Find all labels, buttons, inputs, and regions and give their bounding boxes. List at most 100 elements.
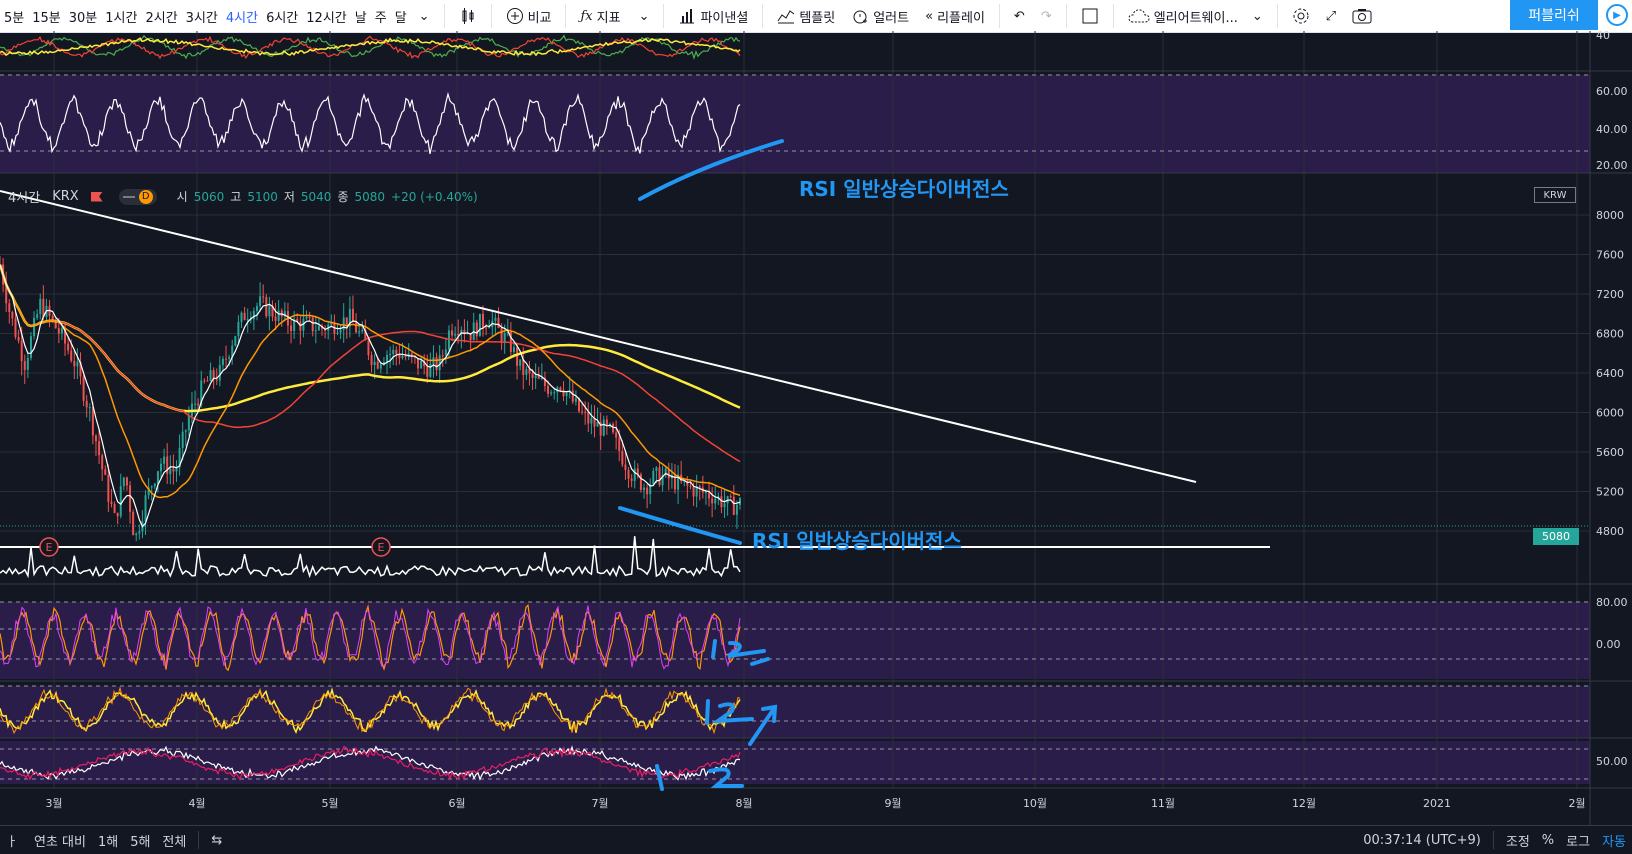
candle-body: [194, 403, 197, 405]
candle-body: [132, 511, 135, 536]
range-partial-icon[interactable]: ㅏ: [6, 834, 18, 850]
timeframe-option[interactable]: 달: [394, 10, 407, 26]
time-axis[interactable]: 3월 4월 5월 6월 7월 8월 9월 10월 11월 12월 2021 2월: [45, 797, 1585, 810]
range-option[interactable]: 연초 대비: [33, 834, 86, 850]
candle-body: [91, 407, 94, 436]
fullscreen-button[interactable]: ⤢: [1318, 9, 1344, 24]
goto-date-button[interactable]: ⇆: [205, 833, 228, 848]
range-option[interactable]: 1해: [97, 834, 119, 850]
undo-icon: ↶: [1013, 8, 1025, 24]
candle-body: [218, 365, 221, 381]
candle-body: [382, 361, 385, 365]
candle-body: [689, 485, 692, 487]
candle-body: [153, 483, 156, 487]
fullscreen-box-button[interactable]: [1073, 7, 1107, 25]
timeframe-option[interactable]: 5분: [4, 10, 25, 26]
range-option[interactable]: 전체: [162, 834, 187, 850]
price-tick-label: 5200: [1596, 486, 1624, 499]
stoch2-orange-line: [0, 686, 741, 735]
candle-body: [500, 327, 503, 343]
timeframe-option[interactable]: 3시간: [185, 10, 218, 26]
timeframe-option[interactable]: 15분: [32, 10, 61, 26]
timeframe-option[interactable]: 4시간: [225, 10, 259, 26]
timeframe-option[interactable]: 주: [374, 10, 387, 26]
auto-toggle[interactable]: 자동: [1602, 834, 1626, 850]
layout-selector[interactable]: 엘리어트웨이... ⌄: [1120, 7, 1271, 26]
candle-body: [5, 284, 8, 304]
screenshot-button[interactable]: [1344, 7, 1380, 25]
candle-body: [683, 481, 686, 483]
indicator-lines: [0, 34, 741, 782]
settings-button[interactable]: [1284, 7, 1318, 25]
timeframe-option[interactable]: 6시간: [266, 10, 299, 26]
candle-body: [203, 380, 206, 382]
cloud-icon: [1128, 9, 1150, 23]
clock-time[interactable]: 00:37:14 (UTC+9): [1363, 832, 1481, 848]
candle-body: [593, 418, 596, 427]
candle-body: [451, 330, 454, 336]
candle-style-button[interactable]: [451, 7, 485, 25]
publish-label: 퍼블리쉬: [1528, 8, 1580, 24]
timeframe-option[interactable]: 1시간: [105, 10, 138, 26]
candle-body: [633, 468, 636, 481]
redo-button[interactable]: ↷: [1033, 9, 1060, 24]
timeframe-option[interactable]: 30분: [68, 10, 98, 26]
price-tick-label: 40.00: [1596, 123, 1628, 136]
candle-body: [457, 334, 460, 336]
earnings-marker[interactable]: E: [371, 537, 391, 557]
close-label: 종: [337, 190, 349, 204]
replay-button[interactable]: « 리플레이: [917, 7, 993, 26]
open-label: 시: [176, 190, 188, 204]
annotation-rsi-divergence-top[interactable]: RSI 일반상승다이버전스: [799, 177, 1009, 201]
chart-canvas[interactable]: E E 8000 7600 7200 6800 6400 6000 5600 5200 4800…: [0, 31, 1632, 825]
candle-body: [673, 474, 676, 490]
compare-button[interactable]: 비교: [498, 7, 560, 26]
indicators-button[interactable]: ƒx 지표 ⌄: [572, 7, 657, 26]
candle-body: [336, 332, 339, 334]
time-tick-label: 6월: [448, 797, 465, 810]
price-axis[interactable]: 8000 7600 7200 6800 6400 6000 5600 5200 4800 40 60…: [1596, 31, 1628, 768]
earnings-marker-label: E: [46, 541, 53, 554]
templates-button[interactable]: 템플릿: [769, 7, 843, 26]
candle-body: [373, 361, 376, 366]
candle-body: [11, 311, 14, 319]
template-icon: [777, 10, 795, 24]
price-tick-label: 6400: [1596, 367, 1624, 380]
candle-body: [482, 313, 485, 328]
timeframe-option[interactable]: 12시간: [306, 10, 347, 26]
annotation-rsi-divergence-main[interactable]: RSI 일반상승다이버전스: [752, 529, 962, 553]
candle-body: [259, 296, 262, 307]
candle-body: [438, 355, 441, 371]
candle-body: [503, 333, 506, 343]
publish-button[interactable]: 퍼블리쉬: [1510, 0, 1598, 30]
price-tick-label: 6800: [1596, 328, 1624, 341]
candle-body: [88, 407, 91, 409]
candle-body: [543, 378, 546, 386]
visibility-toggle[interactable]: D: [118, 188, 157, 205]
earnings-marker[interactable]: E: [39, 537, 59, 557]
log-toggle[interactable]: 로그: [1566, 834, 1591, 850]
play-icon[interactable]: ▶: [1606, 4, 1628, 26]
range-option[interactable]: 5해: [130, 834, 151, 850]
alert-button[interactable]: 얼러트: [843, 7, 917, 26]
candle-body: [296, 318, 299, 322]
time-tick-label: 3월: [45, 797, 62, 810]
candle-body: [144, 495, 147, 522]
percent-toggle[interactable]: %: [1541, 832, 1555, 848]
descending-trendline[interactable]: [0, 190, 1197, 483]
undo-button[interactable]: ↶: [1006, 9, 1033, 24]
candle-body: [416, 357, 419, 369]
hand-drawn-marks: [655, 639, 778, 791]
financials-button[interactable]: 파이낸셜: [670, 7, 756, 26]
candle-body: [36, 314, 39, 318]
timeframe-dropdown-icon[interactable]: ⌄: [418, 8, 430, 24]
candle-body: [166, 456, 169, 475]
candle-body: [528, 369, 531, 374]
candle-body: [82, 376, 85, 401]
timeframe-option[interactable]: 2시간: [145, 10, 178, 26]
timeframe-option[interactable]: 날: [354, 10, 367, 26]
candle-body: [466, 333, 469, 335]
ma-white-line: [0, 264, 741, 528]
adjust-toggle[interactable]: 조정: [1505, 834, 1530, 850]
currency-badge[interactable]: KRW: [1534, 187, 1576, 203]
